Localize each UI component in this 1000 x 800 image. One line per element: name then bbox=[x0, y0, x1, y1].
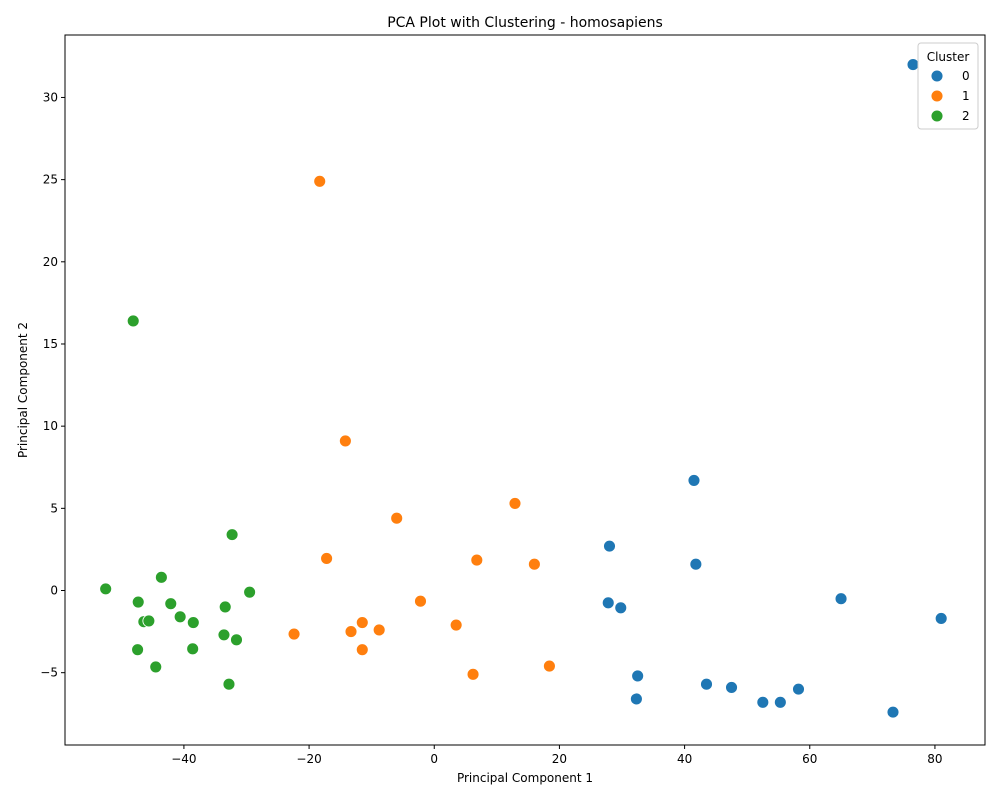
point-cluster-2 bbox=[149, 660, 163, 674]
x-tick-label: −40 bbox=[171, 752, 196, 766]
legend-label-2: 2 bbox=[962, 109, 970, 123]
point-cluster-1 bbox=[390, 511, 404, 525]
point-cluster-0 bbox=[725, 681, 738, 694]
legend: Cluster 0 1 2 bbox=[917, 42, 979, 130]
y-tick-label: 30 bbox=[43, 90, 58, 104]
point-cluster-0 bbox=[756, 695, 770, 709]
point-cluster-1 bbox=[320, 552, 334, 565]
x-tick-label: 0 bbox=[430, 752, 438, 766]
point-cluster-2 bbox=[230, 633, 243, 647]
point-cluster-0 bbox=[629, 692, 643, 706]
point-cluster-1 bbox=[287, 627, 301, 641]
legend-label-0: 0 bbox=[962, 69, 970, 83]
point-cluster-2 bbox=[217, 628, 231, 642]
point-cluster-0 bbox=[834, 592, 848, 606]
point-cluster-2 bbox=[218, 600, 232, 614]
point-cluster-1 bbox=[466, 667, 480, 681]
y-tick-label: −5 bbox=[40, 666, 58, 680]
point-cluster-2 bbox=[243, 585, 257, 599]
point-cluster-1 bbox=[344, 625, 358, 639]
point-cluster-2 bbox=[142, 614, 156, 628]
point-cluster-2 bbox=[173, 610, 187, 624]
point-cluster-1 bbox=[542, 659, 556, 673]
point-cluster-1 bbox=[470, 553, 484, 567]
point-cluster-0 bbox=[886, 705, 900, 719]
point-cluster-0 bbox=[906, 58, 920, 72]
data-points bbox=[99, 58, 948, 719]
point-cluster-1 bbox=[372, 623, 386, 637]
point-cluster-0 bbox=[773, 695, 787, 709]
point-cluster-2 bbox=[164, 597, 178, 611]
point-cluster-1 bbox=[527, 557, 541, 571]
point-cluster-1 bbox=[449, 618, 463, 632]
point-cluster-1 bbox=[313, 174, 327, 188]
point-cluster-2 bbox=[126, 314, 140, 328]
point-cluster-0 bbox=[934, 611, 948, 625]
plot-area bbox=[64, 34, 986, 746]
point-cluster-0 bbox=[792, 682, 805, 696]
x-tick-label: 80 bbox=[927, 752, 942, 766]
chart-title: PCA Plot with Clustering - homosapiens bbox=[387, 15, 663, 31]
point-cluster-2 bbox=[186, 642, 200, 656]
y-tick-label: 5 bbox=[50, 501, 58, 515]
point-cluster-0 bbox=[603, 539, 616, 553]
point-cluster-0 bbox=[601, 596, 615, 610]
y-axis-label: Principal Component 2 bbox=[16, 322, 30, 458]
point-cluster-2 bbox=[154, 570, 168, 584]
point-cluster-1 bbox=[338, 434, 352, 448]
y-tick-label: 0 bbox=[50, 584, 58, 598]
point-cluster-2 bbox=[99, 582, 113, 596]
x-axis-ticks: −40 −20 0 20 40 60 80 bbox=[171, 745, 943, 766]
legend-marker-2 bbox=[930, 109, 944, 123]
x-axis-label: Principal Component 1 bbox=[457, 771, 593, 785]
x-tick-label: 60 bbox=[802, 752, 817, 766]
legend-marker-0 bbox=[930, 69, 944, 83]
point-cluster-1 bbox=[414, 594, 427, 608]
x-tick-label: 40 bbox=[677, 752, 692, 766]
point-cluster-0 bbox=[631, 669, 645, 683]
point-cluster-2 bbox=[222, 677, 236, 691]
point-cluster-2 bbox=[225, 528, 239, 542]
point-cluster-0 bbox=[689, 557, 703, 571]
y-tick-label: 25 bbox=[43, 173, 58, 187]
point-cluster-1 bbox=[508, 496, 522, 510]
x-tick-label: −20 bbox=[296, 752, 321, 766]
point-cluster-2 bbox=[131, 595, 145, 609]
point-cluster-1 bbox=[355, 643, 369, 657]
legend-title: Cluster bbox=[927, 50, 970, 64]
y-tick-label: 10 bbox=[43, 419, 58, 433]
point-cluster-2 bbox=[186, 616, 200, 630]
point-cluster-2 bbox=[131, 643, 145, 657]
point-cluster-1 bbox=[355, 616, 369, 630]
y-axis-ticks: −5 0 5 10 15 20 25 30 bbox=[40, 90, 65, 680]
y-tick-label: 20 bbox=[43, 255, 58, 269]
point-cluster-0 bbox=[700, 677, 713, 691]
point-cluster-0 bbox=[687, 473, 701, 487]
point-cluster-0 bbox=[614, 601, 628, 615]
legend-label-1: 1 bbox=[962, 89, 970, 103]
legend-box bbox=[917, 42, 979, 130]
legend-marker-1 bbox=[930, 89, 944, 103]
y-tick-label: 15 bbox=[43, 337, 58, 351]
x-tick-label: 20 bbox=[552, 752, 567, 766]
